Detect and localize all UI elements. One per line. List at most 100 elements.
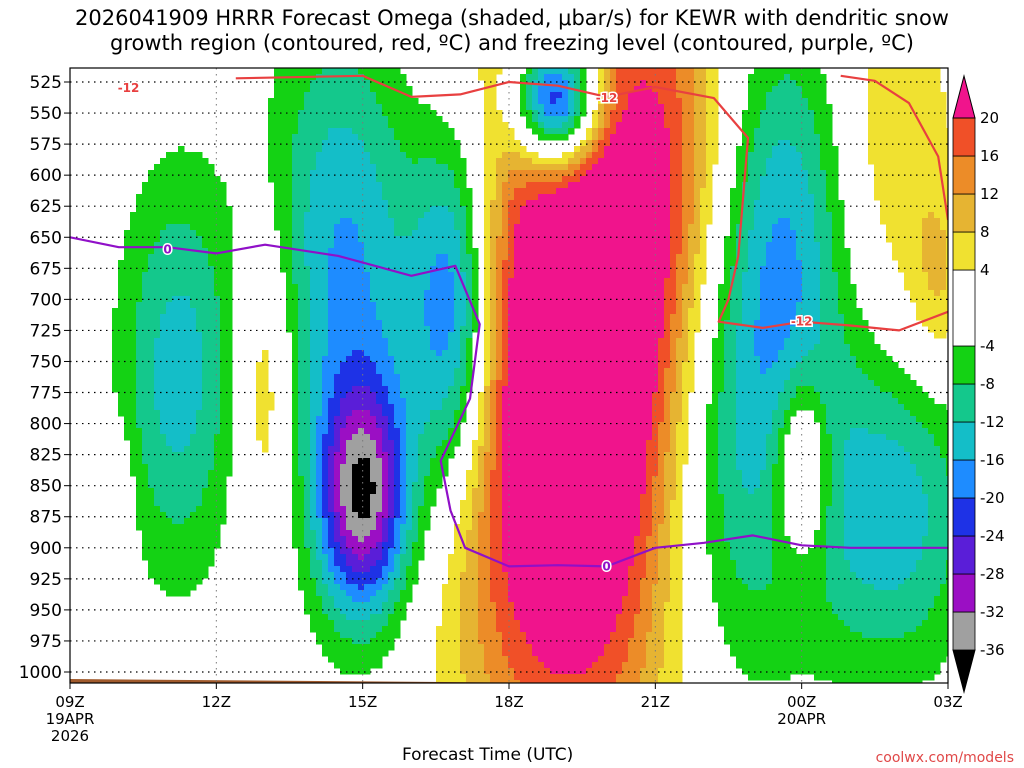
- heat-cell: [370, 128, 377, 135]
- heat-cell: [160, 158, 167, 165]
- heat-cell: [406, 116, 413, 123]
- heat-cell: [442, 230, 449, 237]
- heat-cell: [934, 158, 941, 165]
- heat-cell: [406, 284, 413, 291]
- heat-cell: [154, 278, 161, 285]
- heat-cell: [154, 308, 161, 315]
- heat-cell: [370, 236, 377, 243]
- heat-cell: [748, 224, 755, 231]
- heat-cell: [634, 320, 641, 327]
- heat-cell: [304, 206, 311, 213]
- heat-cell: [904, 200, 911, 207]
- heat-cell: [604, 86, 611, 93]
- heat-cell: [880, 182, 887, 189]
- heat-cell: [940, 206, 947, 213]
- heat-cell: [526, 182, 533, 189]
- heat-cell: [556, 290, 563, 297]
- heat-cell: [490, 296, 497, 303]
- heat-cell: [202, 278, 209, 285]
- heat-cell: [394, 266, 401, 273]
- heat-cell: [610, 128, 617, 135]
- heat-cell: [454, 272, 461, 279]
- heat-cell: [394, 200, 401, 207]
- heat-cell: [946, 260, 948, 267]
- heat-cell: [178, 272, 185, 279]
- heat-cell: [664, 116, 671, 123]
- heat-cell: [568, 194, 575, 201]
- heat-cell: [520, 212, 527, 219]
- heat-cell: [316, 194, 323, 201]
- heat-cell: [790, 98, 797, 105]
- heat-cell: [910, 284, 917, 291]
- heat-cell: [502, 254, 509, 261]
- heat-cell: [664, 134, 671, 141]
- heat-cell: [736, 224, 743, 231]
- heat-cell: [178, 242, 185, 249]
- heat-cell: [820, 224, 827, 231]
- heat-cell: [760, 86, 767, 93]
- heat-cell: [796, 308, 803, 315]
- heat-cell: [694, 242, 701, 249]
- heat-cell: [202, 236, 209, 243]
- heat-cell: [754, 320, 761, 327]
- heat-cell: [610, 290, 617, 297]
- heat-cell: [352, 146, 359, 153]
- heat-cell: [568, 188, 575, 195]
- heat-cell: [736, 326, 743, 333]
- heat-cell: [928, 236, 935, 243]
- heat-cell: [622, 176, 629, 183]
- heat-cell: [646, 122, 653, 129]
- heat-cell: [220, 242, 227, 249]
- heat-cell: [604, 74, 611, 81]
- heat-cell: [424, 206, 431, 213]
- heat-cell: [166, 320, 173, 327]
- heat-cell: [520, 326, 527, 333]
- heat-cell: [466, 326, 473, 333]
- heat-cell: [766, 104, 773, 111]
- heat-cell: [814, 98, 821, 105]
- heat-cell: [304, 272, 311, 279]
- heat-cell: [778, 242, 785, 249]
- heat-cell: [520, 110, 527, 117]
- heat-cell: [796, 296, 803, 303]
- heat-cell: [646, 212, 653, 219]
- heat-cell: [940, 104, 947, 111]
- heat-cell: [748, 248, 755, 255]
- heat-cell: [556, 254, 563, 261]
- heat-cell: [430, 266, 437, 273]
- heat-cell: [430, 326, 437, 333]
- heat-cell: [490, 74, 497, 81]
- heat-cell: [202, 320, 209, 327]
- heat-cell: [328, 158, 335, 165]
- heat-cell: [496, 236, 503, 243]
- heat-cell: [334, 152, 341, 159]
- heat-cell: [142, 308, 149, 315]
- heat-cell: [322, 344, 329, 351]
- heat-cell: [766, 140, 773, 147]
- heat-cell: [406, 278, 413, 285]
- heat-cell: [838, 224, 845, 231]
- heat-cell: [304, 86, 311, 93]
- heat-cell: [286, 212, 293, 219]
- heat-cell: [898, 80, 905, 87]
- heat-cell: [784, 290, 791, 297]
- heat-cell: [460, 266, 467, 273]
- heat-cell: [748, 320, 755, 327]
- heat-cell: [784, 284, 791, 291]
- heat-cell: [160, 164, 167, 171]
- heat-cell: [550, 344, 557, 351]
- heat-cell: [706, 176, 713, 183]
- heat-cell: [304, 254, 311, 261]
- heat-cell: [352, 188, 359, 195]
- heat-cell: [268, 98, 275, 105]
- heat-cell: [904, 224, 911, 231]
- heat-cell: [304, 284, 311, 291]
- heat-cell: [196, 326, 203, 333]
- heat-cell: [736, 272, 743, 279]
- heat-cell: [934, 92, 941, 99]
- heat-cell: [172, 320, 179, 327]
- heat-cell: [892, 104, 899, 111]
- heat-cell: [358, 218, 365, 225]
- heat-cell: [934, 164, 941, 171]
- heat-cell: [292, 104, 299, 111]
